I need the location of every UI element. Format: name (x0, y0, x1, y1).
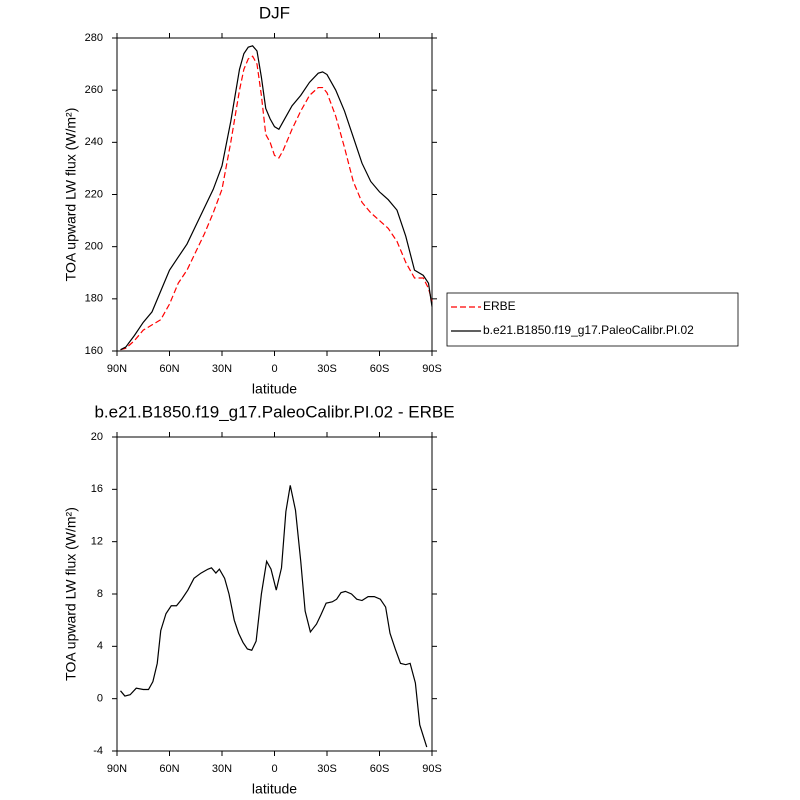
y-tick-label: 4 (97, 640, 103, 652)
y-tick-label: 0 (97, 693, 103, 705)
y-tick-label: 180 (85, 293, 103, 305)
x-tick-label: 60N (159, 763, 179, 775)
data-line (120, 485, 428, 748)
y-tick-label: 20 (91, 431, 103, 443)
y-tick-label: 12 (91, 536, 103, 548)
x-tick-label: 60S (370, 763, 390, 775)
x-tick-label: 60N (159, 363, 179, 375)
chart-title: DJF (259, 3, 290, 22)
y-axis-label: TOA upward LW flux (W/m²) (63, 507, 79, 681)
legend-label: ERBE (483, 299, 516, 313)
x-tick-label: 30S (317, 363, 337, 375)
x-axis-label: latitude (252, 381, 297, 397)
x-tick-label: 60S (370, 363, 390, 375)
y-tick-label: 280 (85, 32, 103, 44)
x-tick-label: 0 (271, 363, 277, 375)
x-tick-label: 30S (317, 763, 337, 775)
x-tick-label: 90N (107, 363, 127, 375)
x-axis-label: latitude (252, 781, 297, 797)
y-tick-label: 160 (85, 345, 103, 357)
y-tick-label: 200 (85, 241, 103, 253)
y-tick-label: 240 (85, 136, 103, 148)
data-line (120, 45, 433, 351)
x-tick-label: 30N (212, 763, 232, 775)
y-axis-label: TOA upward LW flux (W/m²) (63, 108, 79, 282)
plot-frame (116, 436, 433, 752)
legend-box (446, 292, 739, 347)
y-tick-label: 16 (91, 483, 103, 495)
data-line (120, 55, 433, 351)
y-tick-label: 260 (85, 84, 103, 96)
chart-title: b.e21.B1850.f19_g17.PaleoCalibr.PI.02 - … (94, 402, 454, 421)
legend-label: b.e21.B1850.f19_g17.PaleoCalibr.PI.02 (483, 323, 694, 337)
x-tick-label: 0 (271, 763, 277, 775)
y-tick-label: 8 (97, 588, 103, 600)
x-tick-label: 30N (212, 363, 232, 375)
x-tick-label: 90N (107, 763, 127, 775)
plot-frame (116, 37, 433, 352)
y-tick-label: -4 (93, 745, 103, 757)
x-tick-label: 90S (422, 763, 442, 775)
x-tick-label: 90S (422, 363, 442, 375)
y-tick-label: 220 (85, 188, 103, 200)
